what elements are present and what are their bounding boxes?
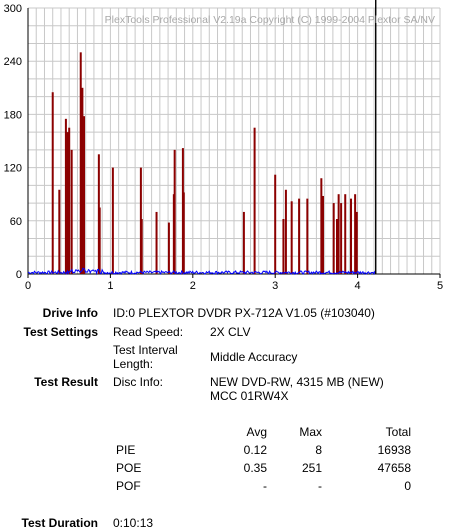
y-tick-label: 0 xyxy=(16,269,22,281)
stats-row-poe-max: 251 xyxy=(301,461,322,475)
test-interval-value: Middle Accuracy xyxy=(210,350,298,364)
read-speed-value: 2X CLV xyxy=(210,325,251,339)
drive-info-label: Drive Info xyxy=(42,306,98,320)
x-tick-label: 1 xyxy=(107,280,113,292)
poe-bar xyxy=(336,219,338,274)
poe-bar xyxy=(98,207,101,274)
copyright-watermark: PlexTools Professional V2.19a Copyright … xyxy=(105,14,435,26)
poe-bar xyxy=(320,178,323,274)
poe-bar xyxy=(70,149,73,274)
stats-row-poe-total: 47658 xyxy=(377,461,411,475)
x-tick-label: 2 xyxy=(190,280,196,292)
stats-row-poe-name: POE xyxy=(116,461,142,475)
poe-bar xyxy=(337,194,340,274)
chart-grid xyxy=(27,7,441,275)
stats-row-pie-avg: 0.12 xyxy=(243,443,267,457)
stats-row-pie-name: PIE xyxy=(116,443,136,457)
chart-bars xyxy=(51,52,358,275)
x-tick-label: 0 xyxy=(25,280,31,292)
stats-row-poe-avg: 0.35 xyxy=(243,461,267,475)
chart-tick-labels: 0 60 120 180 240 300 0 1 2 3 4 5 xyxy=(4,3,443,292)
poe-bar xyxy=(182,192,185,274)
poe-bar xyxy=(83,116,86,274)
poe-bar xyxy=(66,132,69,274)
poe-bar xyxy=(51,92,54,274)
poe-bar xyxy=(332,203,335,274)
y-tick-label: 120 xyxy=(4,163,22,175)
poe-bar xyxy=(253,127,256,274)
x-tick-label: 4 xyxy=(355,280,361,292)
stats-row-pof-name: POF xyxy=(116,479,141,493)
poe-bar xyxy=(355,211,358,274)
x-tick-label: 5 xyxy=(437,280,443,292)
poe-bar xyxy=(64,118,67,274)
poe-bar xyxy=(350,198,353,274)
disc-info-value-line2: MCC 01RW4X xyxy=(210,389,289,403)
poe-bar xyxy=(81,87,84,274)
test-result-label: Test Result xyxy=(34,375,98,389)
stats-row-pof-avg: - xyxy=(263,479,267,493)
test-interval-label-line2: Length: xyxy=(113,357,154,371)
poe-bar xyxy=(290,201,293,274)
poe-bar xyxy=(111,167,114,274)
read-speed-label: Read Speed: xyxy=(113,325,184,339)
poe-bar xyxy=(140,219,143,274)
poe-bar xyxy=(321,195,324,274)
stats-row-pie-max: 8 xyxy=(315,443,322,457)
stats-row-pof-total: 0 xyxy=(404,479,411,493)
pie-series-line xyxy=(27,267,377,276)
poe-bar xyxy=(173,149,176,274)
poe-bar xyxy=(344,194,347,274)
poe-bar xyxy=(298,198,301,274)
poe-bar xyxy=(340,203,343,274)
error-chart: 0 60 120 180 240 300 0 1 2 3 4 5 PlexTools Professi… xyxy=(4,0,443,292)
test-settings-label: Test Settings xyxy=(23,325,98,339)
poe-bar xyxy=(242,211,245,274)
disc-info-label: Disc Info: xyxy=(113,375,164,389)
stats-row-pie-total: 16938 xyxy=(377,443,411,457)
stats-row-pof-max: - xyxy=(318,479,322,493)
poe-bar xyxy=(79,52,82,275)
poe-bar xyxy=(155,211,158,274)
poe-bar xyxy=(58,189,61,274)
stats-header-avg: Avg xyxy=(246,425,267,439)
poe-bar xyxy=(274,174,277,274)
poe-bar xyxy=(167,222,170,274)
y-tick-label: 300 xyxy=(4,3,22,15)
x-tick-label: 3 xyxy=(272,280,278,292)
poe-bar xyxy=(282,219,285,274)
y-tick-label: 240 xyxy=(4,56,22,68)
stats-header-total: Total xyxy=(385,425,411,439)
test-duration-value: 0:10:13 xyxy=(113,516,154,530)
drive-info-value: ID:0 PLEXTOR DVDR PX-712A V1.05 (#103040… xyxy=(113,306,375,320)
poe-bar xyxy=(68,127,71,274)
stats-header-max: Max xyxy=(299,425,322,439)
poe-bar xyxy=(354,194,357,274)
test-interval-label-line1: Test Interval xyxy=(113,343,178,357)
poe-bar xyxy=(284,189,287,274)
y-tick-label: 180 xyxy=(4,109,22,121)
y-tick-label: 60 xyxy=(10,216,22,228)
disc-info-value-line1: NEW DVD-RW, 4315 MB (NEW) xyxy=(210,375,384,389)
poe-bar xyxy=(306,198,309,274)
test-duration-label: Test Duration xyxy=(21,516,98,530)
